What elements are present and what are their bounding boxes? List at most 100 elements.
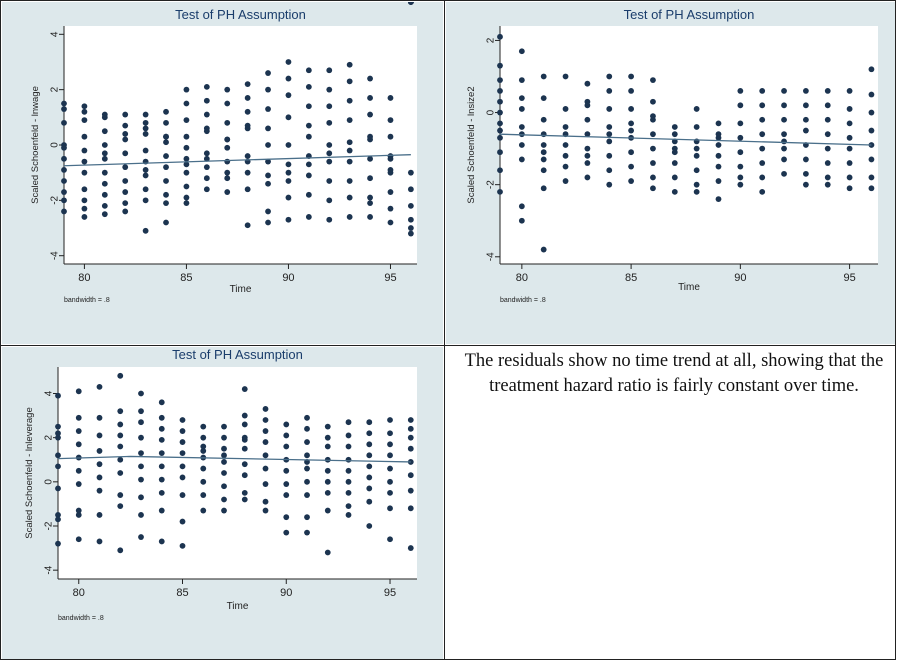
residual-point [759, 131, 766, 138]
residual-point [55, 392, 61, 399]
bandwidth-note: bandwidth = .8 [58, 615, 104, 622]
residual-point [75, 536, 82, 543]
residual-point [158, 507, 165, 514]
residual-point [759, 160, 766, 166]
residual-point [497, 134, 503, 141]
residual-point [824, 145, 831, 152]
residual-point [802, 116, 809, 123]
residual-point [367, 214, 373, 220]
residual-point [628, 120, 634, 127]
residual-point [846, 134, 853, 141]
residual-point [562, 178, 569, 184]
residual-point [540, 131, 547, 138]
residual-point [650, 145, 656, 152]
residual-point [61, 197, 67, 204]
residual-point [241, 445, 248, 452]
residual-point [540, 116, 547, 123]
residual-point [802, 88, 809, 94]
y-tick-label: -2 [486, 180, 497, 189]
residual-point [407, 505, 414, 512]
residual-point [285, 194, 292, 201]
residual-point [142, 186, 149, 193]
residual-point [540, 246, 547, 253]
residual-point [693, 167, 700, 174]
residual-point [183, 169, 190, 176]
residual-point [759, 145, 766, 152]
residual-point [324, 549, 331, 556]
residual-point [75, 428, 82, 434]
residual-point [345, 489, 352, 496]
residual-point [497, 120, 503, 127]
residual-point [142, 147, 149, 154]
residual-point [650, 174, 656, 181]
residual-point [868, 185, 875, 192]
lowess-smooth-line [57, 455, 411, 463]
residual-point [737, 149, 744, 156]
residual-point [326, 216, 333, 223]
residual-point [183, 133, 190, 140]
residual-point [203, 83, 210, 90]
residual-point [262, 481, 269, 487]
residual-point [158, 538, 165, 545]
x-tick-label: 85 [180, 272, 192, 284]
x-tick-label: 95 [384, 272, 396, 284]
residual-point [345, 503, 352, 510]
residual-point [606, 73, 613, 80]
residual-point [781, 170, 787, 177]
residual-point [158, 489, 165, 496]
residual-point [305, 122, 312, 129]
residual-point [138, 476, 144, 483]
residual-point [61, 178, 67, 184]
table-divider-horizontal [0, 345, 896, 346]
residual-point [540, 149, 547, 156]
residual-point [265, 142, 271, 148]
residual-point [81, 186, 88, 193]
residual-point [802, 127, 809, 134]
residual-point [163, 133, 169, 140]
residual-point [244, 186, 251, 193]
residual-point [407, 417, 414, 423]
residual-point [345, 512, 352, 518]
residual-point [562, 124, 569, 130]
residual-point [117, 372, 124, 379]
residual-point [366, 498, 373, 505]
residual-point [562, 152, 569, 159]
residual-point [75, 467, 82, 474]
residual-point [387, 489, 393, 496]
residual-point [224, 189, 231, 195]
residual-point [158, 436, 165, 443]
residual-point [122, 122, 129, 129]
residual-point [138, 390, 144, 397]
residual-point [407, 434, 414, 441]
residual-point [650, 113, 656, 120]
residual-point [802, 156, 809, 163]
residual-point [221, 496, 227, 503]
residual-point [117, 456, 124, 463]
residual-point [802, 102, 809, 109]
residual-point [262, 452, 269, 459]
residual-point [497, 77, 503, 83]
residual-point [241, 496, 248, 503]
residual-point [75, 512, 82, 518]
residual-point [283, 514, 290, 521]
residual-point [158, 476, 165, 483]
residual-point [824, 88, 831, 94]
residual-point [367, 133, 373, 140]
residual-point [179, 428, 186, 434]
plot-area [64, 26, 417, 264]
residual-point [846, 185, 853, 192]
residual-point [244, 222, 251, 229]
residual-point [407, 425, 414, 432]
residual-point [61, 189, 67, 195]
residual-point [737, 88, 744, 94]
residual-point [203, 175, 210, 182]
y-tick-label: -4 [486, 252, 497, 261]
residual-point [262, 498, 269, 505]
residual-point [283, 432, 290, 439]
schoenfeld-chart-lnwage: Test of PH Assumption 80 85 90 95 -4 -2 0 2 4 Time… [30, 2, 417, 304]
residual-point [650, 185, 656, 192]
residual-point [241, 436, 248, 443]
residual-point [142, 172, 149, 179]
x-tick-label: 95 [384, 587, 396, 599]
y-axis-label: Scaled Schoenfeld - lnleverage [24, 407, 35, 539]
